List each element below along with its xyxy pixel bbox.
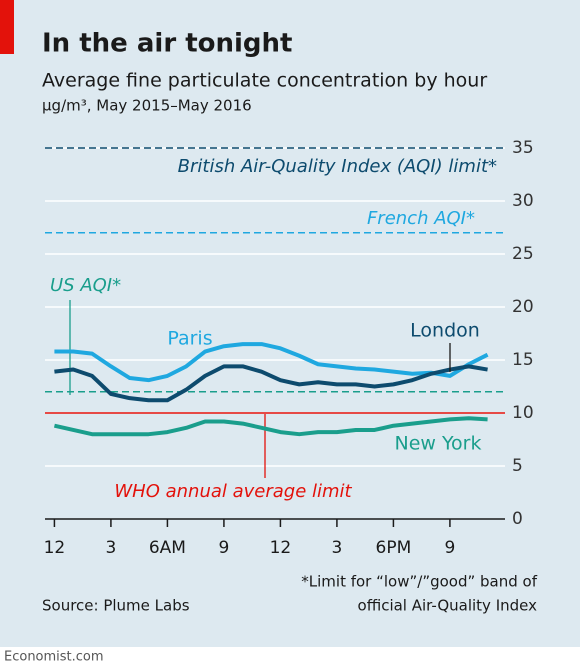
y-tick-label: 5 bbox=[512, 456, 523, 476]
series-line bbox=[54, 364, 488, 403]
x-tick-label: 9 bbox=[219, 538, 230, 558]
x-tick-label: 12 bbox=[270, 538, 292, 558]
footer-band bbox=[0, 647, 580, 670]
x-tick-label: 6PM bbox=[376, 538, 412, 558]
y-tick-label: 30 bbox=[512, 191, 534, 211]
source: Source: Plume Labs bbox=[42, 597, 190, 615]
x-tick-label: 3 bbox=[106, 538, 117, 558]
reference-label: WHO annual average limit bbox=[114, 481, 352, 502]
y-tick-label: 25 bbox=[512, 244, 534, 264]
footer: Economist.com bbox=[4, 650, 104, 665]
reference-label: British Air-Quality Index (AQI) limit* bbox=[178, 156, 497, 177]
x-tick-label: 6AM bbox=[149, 538, 186, 558]
y-tick-label: 20 bbox=[512, 297, 534, 317]
reference-label: US AQI* bbox=[50, 275, 121, 296]
red-tag bbox=[0, 0, 14, 54]
chart-title: In the air tonight bbox=[42, 29, 292, 59]
x-tick-label: 3 bbox=[332, 538, 343, 558]
y-tick-label: 10 bbox=[512, 403, 534, 423]
x-tick-label: 9 bbox=[445, 538, 456, 558]
note-line: *Limit for “low”/”good” band of bbox=[301, 573, 537, 591]
x-tick-label: 12 bbox=[44, 538, 66, 558]
reference-label: French AQI* bbox=[367, 208, 475, 229]
series-label: Paris bbox=[167, 328, 212, 350]
series-label: New York bbox=[394, 433, 481, 455]
unit-label: µg/m³, May 2015–May 2016 bbox=[42, 97, 252, 115]
y-tick-label: 35 bbox=[512, 138, 534, 158]
y-tick-label: 0 bbox=[512, 509, 523, 529]
note-line: official Air-Quality Index bbox=[358, 597, 538, 615]
chart-subtitle: Average fine particulate concentration b… bbox=[42, 70, 487, 92]
y-tick-label: 15 bbox=[512, 350, 534, 370]
series-line bbox=[53, 416, 488, 437]
series-label: London bbox=[410, 320, 480, 342]
series-line bbox=[54, 342, 489, 383]
